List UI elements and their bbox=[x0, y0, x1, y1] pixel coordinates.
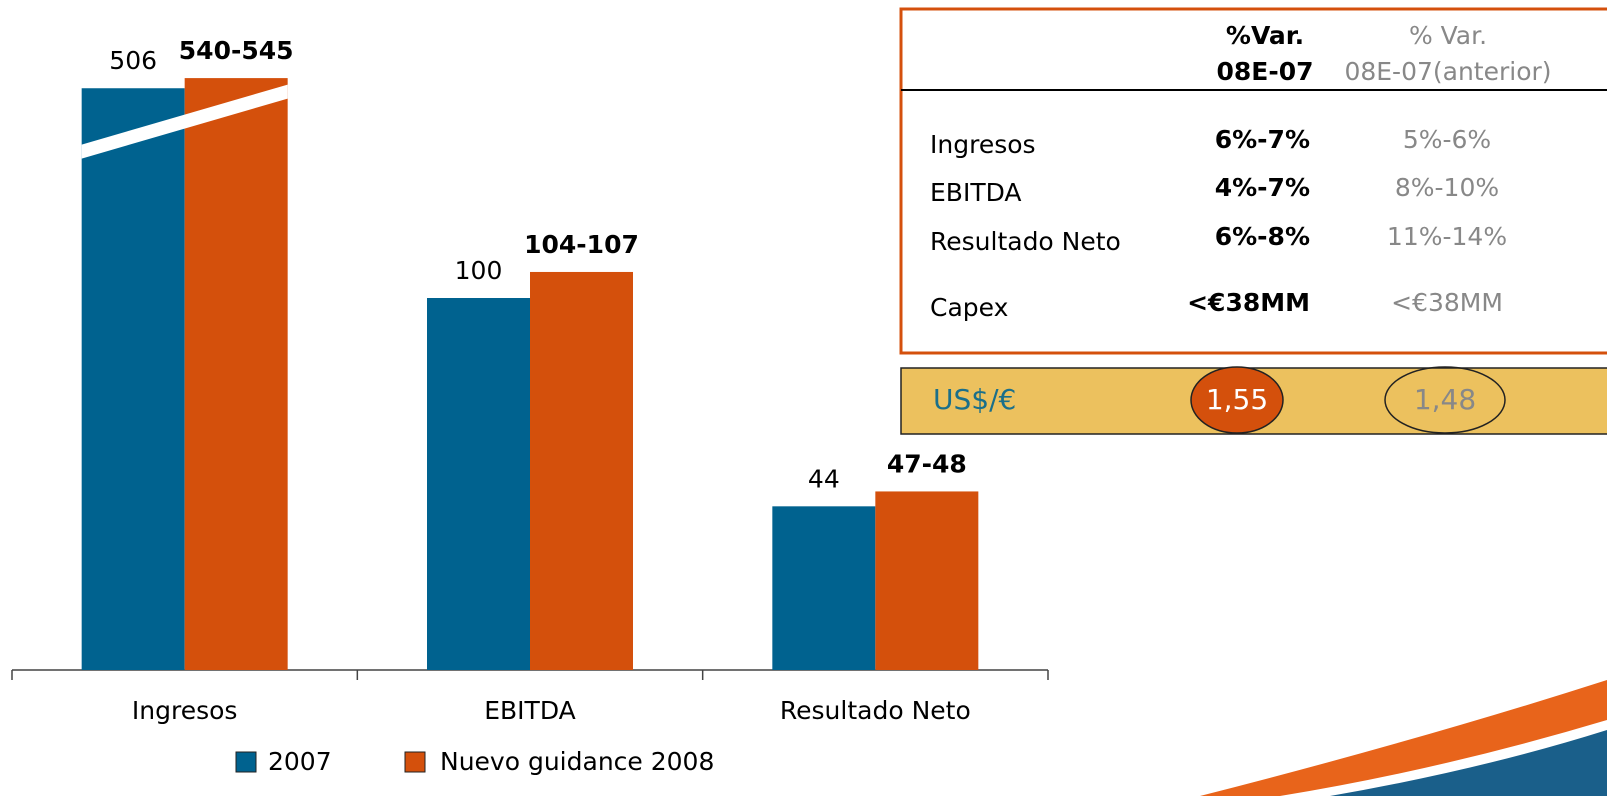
data-label: 47-48 bbox=[887, 449, 967, 478]
legend-swatch bbox=[404, 751, 426, 773]
row-previous: 5%-6% bbox=[1403, 125, 1491, 154]
legend-label: Nuevo guidance 2008 bbox=[440, 747, 714, 776]
legend-swatch bbox=[235, 751, 257, 773]
bar bbox=[875, 491, 979, 670]
row-label: Ingresos bbox=[930, 130, 1036, 159]
fx-current: 1,55 bbox=[1206, 383, 1268, 416]
data-label: 104-107 bbox=[524, 230, 639, 259]
fx-previous: 1,48 bbox=[1414, 383, 1476, 416]
data-label: 44 bbox=[808, 464, 840, 493]
data-label: 540-545 bbox=[179, 36, 294, 65]
legend-label: 2007 bbox=[268, 747, 332, 776]
header: 08E-07 bbox=[1216, 57, 1313, 86]
bar bbox=[427, 298, 530, 670]
x-tick-label: Resultado Neto bbox=[780, 696, 971, 725]
row-value: <€38MM bbox=[1187, 288, 1310, 317]
row-previous: <€38MM bbox=[1391, 288, 1503, 317]
row-value: 4%-7% bbox=[1215, 173, 1310, 202]
row-value: 6%-7% bbox=[1215, 125, 1310, 154]
row-previous: 8%-10% bbox=[1395, 173, 1499, 202]
fx-current-oval bbox=[1190, 366, 1284, 434]
x-tick-label: Ingresos bbox=[132, 696, 238, 725]
bar bbox=[184, 78, 288, 671]
header: % Var. bbox=[1409, 21, 1487, 50]
data-label: 506 bbox=[109, 46, 157, 75]
table-frame bbox=[899, 7, 1607, 355]
data-label: 100 bbox=[455, 256, 503, 285]
swoosh-orange bbox=[1200, 680, 1607, 796]
row-previous: 11%-14% bbox=[1387, 222, 1507, 251]
fx-label: US$/€ bbox=[933, 383, 1016, 416]
row-label: Resultado Neto bbox=[930, 227, 1121, 256]
x-tick-label: EBITDA bbox=[484, 696, 576, 725]
header: %Var. bbox=[1226, 21, 1304, 50]
row-label: Capex bbox=[930, 293, 1008, 322]
fx-previous-oval bbox=[1384, 366, 1506, 434]
bar bbox=[530, 271, 633, 670]
row-label: EBITDA bbox=[930, 178, 1022, 207]
bar bbox=[81, 88, 185, 671]
swoosh-blue bbox=[1330, 730, 1607, 796]
axis-break bbox=[81, 84, 288, 159]
row-value: 6%-8% bbox=[1215, 222, 1310, 251]
bar bbox=[772, 506, 876, 670]
header: 08E-07(anterior) bbox=[1344, 57, 1551, 86]
